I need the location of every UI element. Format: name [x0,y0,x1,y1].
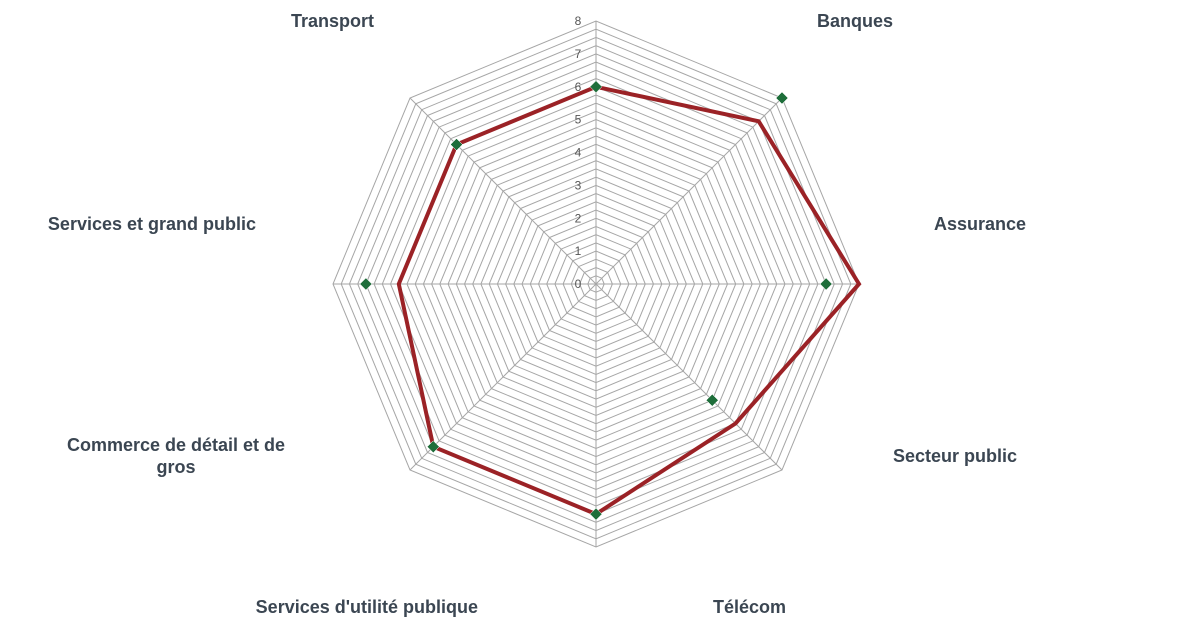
series-marker [589,507,603,521]
category-label-services-grand-public: Services et grand public [48,214,256,234]
spoke [409,97,597,285]
tick-label: 3 [575,178,582,192]
category-label-telecom: Télécom [713,597,786,617]
category-label-transport: Transport [291,11,374,31]
tick-label: 5 [575,113,582,127]
category-label-services-utilite-publique: Services d'utilité publique [256,597,478,617]
series-marker [450,138,463,151]
spoke [595,97,783,285]
spokes [333,21,859,547]
tick-label: 2 [575,211,582,225]
category-label-commerce: Commerce de détail et de gros [67,435,285,477]
category-label-banques: Banques [817,11,893,31]
tick-label: 7 [575,47,582,61]
series-marker [426,440,440,454]
tick-label: 4 [575,146,582,160]
tick-label: 1 [575,244,582,258]
tick-label: 0 [575,277,582,291]
series-marker [775,91,789,105]
markers [359,80,833,521]
series-marker [589,80,603,94]
series-marker [359,277,373,291]
tick-label: 6 [575,80,582,94]
series-marker [819,277,833,291]
category-label-assurance: Assurance [934,214,1026,234]
radial-tick-labels: 0 1 2 3 4 5 6 7 8 [575,14,582,291]
category-label-secteur-public: Secteur public [893,446,1017,466]
spoke [409,283,597,471]
spoke [595,283,783,471]
series-marker [705,393,719,407]
tick-label: 8 [575,14,582,28]
